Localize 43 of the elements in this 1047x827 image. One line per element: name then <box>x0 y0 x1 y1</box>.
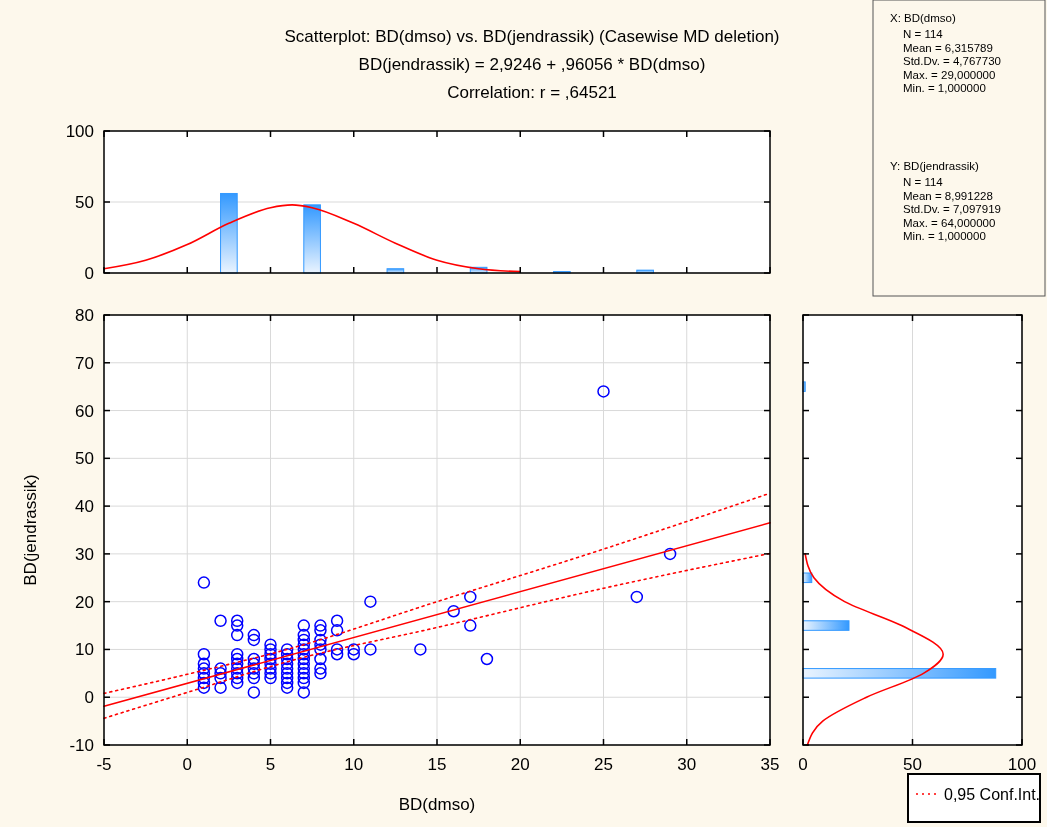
y-tick-label: 40 <box>75 497 94 517</box>
y-tick-label: 60 <box>75 401 94 421</box>
x-tick-label: 10 <box>344 755 364 774</box>
x-tick-label: -5 <box>96 755 112 774</box>
text: Max. = 64,000000 <box>903 216 996 229</box>
x-tick-label: 5 <box>265 755 276 774</box>
x-tick-label: 30 <box>677 755 697 774</box>
y-axis-title: BD(jendrassik) <box>21 474 40 586</box>
y-tick-label: 0 <box>84 688 94 708</box>
x-axis-title: BD(dmso) <box>398 795 476 814</box>
y-tick-label: 30 <box>75 544 94 564</box>
text: N = 114 <box>903 28 944 40</box>
legend-label: 0,95 Conf.Int. <box>944 786 1041 803</box>
x-tick-label: 50 <box>903 755 922 774</box>
text: Std.Dv. = 4,767730 <box>903 55 1001 67</box>
chart-title: Scatterplot: BD(dmso) vs. BD(jendrassik) (Casewise MD deletion) <box>284 27 780 46</box>
text: Y: BD(jendrassik) <box>890 160 979 172</box>
x-tick-label: 100 <box>1007 755 1037 774</box>
y-tick-label: 100 <box>65 121 94 141</box>
text: Mean = 8,991228 <box>903 189 993 202</box>
text: Max. = 29,000000 <box>903 68 996 81</box>
text: Mean = 6,315789 <box>903 41 993 54</box>
y-tick-label: 50 <box>75 449 94 469</box>
x-tick-label: 0 <box>182 755 192 774</box>
text: Min. = 1,000000 <box>903 82 986 94</box>
y-tick-label: 50 <box>75 192 94 212</box>
y-tick-label: 70 <box>75 353 94 373</box>
y-tick-label: 80 <box>75 305 94 325</box>
text: N = 114 <box>903 176 944 188</box>
chart-subtitle: BD(jendrassik) = 2,9246 + ,96056 * BD(dmso) <box>358 55 706 74</box>
x-tick-label: 20 <box>510 755 530 774</box>
text: Min. = 1,000000 <box>903 230 986 242</box>
x-tick-label: 35 <box>760 755 780 774</box>
x-tick-label: 25 <box>594 755 613 774</box>
y-tick-label: 20 <box>75 592 94 612</box>
x-tick-label: 15 <box>427 755 447 774</box>
y-tick-label: 0 <box>84 263 94 283</box>
text: X: BD(dmso) <box>890 12 956 24</box>
y-tick-label: 10 <box>75 640 94 660</box>
text: Std.Dv. = 7,097919 <box>903 203 1001 215</box>
y-tick-label: -10 <box>69 735 94 755</box>
x-tick-label: 0 <box>798 755 808 774</box>
text: Correlation: r = ,64521 <box>447 83 617 102</box>
